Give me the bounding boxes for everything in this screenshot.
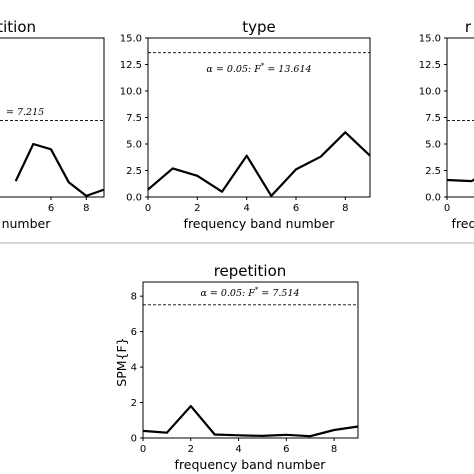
data-series-line [142, 405, 359, 438]
y-tick-label: 0 [131, 434, 137, 445]
y-tick-label: 15.0 [120, 34, 142, 45]
x-tick-label: 0 [145, 203, 151, 214]
chart-title: repetition [214, 262, 287, 280]
chart-title: type [242, 18, 276, 36]
y-tick-label: 5.0 [425, 140, 441, 151]
y-tick-label: 6 [131, 327, 137, 338]
y-tick-label: 10.0 [120, 87, 142, 98]
chart-title: r [465, 18, 472, 36]
y-tick-label: 8 [131, 292, 137, 303]
y-tick-label: 2.5 [126, 166, 142, 177]
plot-frame [142, 281, 359, 439]
threshold-annotation: α = 0.05: F* = 7.514 [200, 286, 299, 299]
plot-frame [446, 37, 474, 198]
x-axis-label: d number [0, 216, 51, 231]
y-tick-label: 2 [131, 398, 137, 409]
x-axis-label: frequency band number [175, 457, 327, 472]
x-tick-label: 6 [283, 444, 289, 455]
chart-panel-1: type 0.0 2.5 5.0 7.5 10.0 12.5 15.0 0 2 4 6 8 frequen… [120, 18, 371, 231]
x-tick-label: 8 [342, 203, 348, 214]
threshold-annotation: α = 0.05: F* = 13.614 [206, 62, 311, 75]
data-series-line [147, 131, 371, 197]
plot-frame [0, 37, 105, 198]
y-tick-label: 4 [131, 363, 137, 374]
x-tick-label: 0 [140, 444, 146, 455]
x-tick-label: 4 [243, 203, 249, 214]
x-axis-label: freq [452, 216, 474, 231]
x-tick-label: 0 [444, 203, 450, 214]
y-tick-label: 12.5 [120, 60, 142, 71]
y-tick-label: 2.5 [425, 166, 441, 177]
y-tick-label: 12.5 [419, 60, 441, 71]
x-tick-label: 2 [188, 444, 194, 455]
y-tick-label: 5.0 [126, 140, 142, 151]
chart-panel-3: repetition 0 2 4 6 8 0 2 4 6 8 frequency band numbe… [114, 262, 359, 472]
y-tick-label: 0.0 [425, 193, 441, 204]
x-tick-label: 8 [331, 444, 337, 455]
x-tick-label: 4 [235, 444, 241, 455]
y-tick-label: 10.0 [419, 87, 441, 98]
x-tick-label: 6 [48, 203, 54, 214]
chart-panel-0: etition 6 8 d number = 7.215 [0, 18, 105, 231]
y-tick-label: 7.5 [126, 113, 142, 124]
y-tick-label: 0.0 [126, 193, 142, 204]
x-axis-label: frequency band number [184, 216, 336, 231]
data-series-line [446, 178, 474, 183]
x-tick-label: 6 [293, 203, 299, 214]
x-tick-label: 2 [194, 203, 200, 214]
y-tick-label: 15.0 [419, 34, 441, 45]
threshold-annotation: = 7.215 [6, 107, 44, 118]
data-series-line [14, 142, 105, 197]
chart-title: etition [0, 18, 36, 36]
y-tick-label: 7.5 [425, 113, 441, 124]
y-axis-label: SPM{F} [114, 337, 129, 386]
plot-frame [147, 37, 371, 198]
x-tick-label: 8 [83, 203, 89, 214]
